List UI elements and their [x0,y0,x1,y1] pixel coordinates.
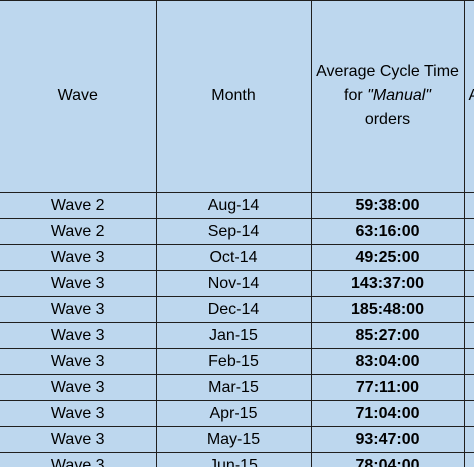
table-row: Wave 3 Nov-14 143:37:00 [0,270,474,297]
month-cell[interactable]: Jun-15 [156,452,312,467]
month-cell[interactable]: Jan-15 [156,322,312,349]
wave-cell[interactable]: Wave 3 [0,296,157,323]
wave-cell[interactable]: Wave 3 [0,452,157,467]
wave-cell[interactable]: Wave 2 [0,218,157,245]
wave-cell[interactable]: Wave 2 [0,192,157,219]
empty-cell[interactable] [464,452,474,467]
table-row: Wave 3 Mar-15 77:11:00 [0,374,474,401]
wave-cell[interactable]: Wave 3 [0,374,157,401]
cycle-time-cell[interactable]: 78:04:00 [311,452,465,467]
month-cell[interactable]: May-15 [156,426,312,453]
table-row: Wave 3 Jan-15 85:27:00 [0,322,474,349]
cycle-time-cell[interactable]: 59:38:00 [311,192,465,219]
cycle-time-cell[interactable]: 63:16:00 [311,218,465,245]
header-line-2-italic: "Manual" [367,87,431,104]
table-row: Wave 3 Feb-15 83:04:00 [0,348,474,375]
cycle-time-cell[interactable]: 71:04:00 [311,400,465,427]
empty-cell[interactable] [464,348,474,375]
empty-cell[interactable] [464,192,474,219]
month-cell[interactable]: Apr-15 [156,400,312,427]
table-row: Wave 2 Aug-14 59:38:00 [0,192,474,219]
empty-cell[interactable] [464,322,474,349]
cycle-time-cell[interactable]: 77:11:00 [311,374,465,401]
table-row: Wave 3 May-15 93:47:00 [0,426,474,453]
cycle-time-cell[interactable]: 185:48:00 [311,296,465,323]
empty-cell[interactable] [464,244,474,271]
header-row: Wave Month Average Cycle Time for "Manua… [0,0,474,193]
cycle-time-cell[interactable]: 83:04:00 [311,348,465,375]
wave-cell[interactable]: Wave 3 [0,244,157,271]
month-cell[interactable]: Feb-15 [156,348,312,375]
table-row: Wave 2 Sep-14 63:16:00 [0,218,474,245]
header-line-1: Average Cycle Time [316,63,459,80]
empty-cell[interactable] [464,426,474,453]
month-cell[interactable]: Nov-14 [156,270,312,297]
header-next-column[interactable]: A [464,0,474,193]
cycle-time-cell[interactable]: 49:25:00 [311,244,465,271]
table-row: Wave 3 Dec-14 185:48:00 [0,296,474,323]
empty-cell[interactable] [464,400,474,427]
header-average-cycle-time[interactable]: Average Cycle Time for "Manual" orders [311,0,465,193]
empty-cell[interactable] [464,374,474,401]
month-cell[interactable]: Aug-14 [156,192,312,219]
month-cell[interactable]: Mar-15 [156,374,312,401]
wave-cell[interactable]: Wave 3 [0,270,157,297]
header-line-2-prefix: for [344,87,368,104]
header-wave[interactable]: Wave [0,0,157,193]
wave-cell[interactable]: Wave 3 [0,348,157,375]
wave-cell[interactable]: Wave 3 [0,400,157,427]
month-cell[interactable]: Sep-14 [156,218,312,245]
cycle-time-cell[interactable]: 143:37:00 [311,270,465,297]
wave-cell[interactable]: Wave 3 [0,322,157,349]
table-row: Wave 3 Oct-14 49:25:00 [0,244,474,271]
month-cell[interactable]: Oct-14 [156,244,312,271]
wave-cell[interactable]: Wave 3 [0,426,157,453]
month-cell[interactable]: Dec-14 [156,296,312,323]
empty-cell[interactable] [464,296,474,323]
table-row: Wave 3 Apr-15 71:04:00 [0,400,474,427]
header-line-3: orders [364,111,411,128]
empty-cell[interactable] [464,218,474,245]
table-row: Wave 3 Jun-15 78:04:00 [0,452,474,467]
header-month[interactable]: Month [156,0,312,193]
cycle-time-cell[interactable]: 93:47:00 [311,426,465,453]
cycle-time-cell[interactable]: 85:27:00 [311,322,465,349]
empty-cell[interactable] [464,270,474,297]
